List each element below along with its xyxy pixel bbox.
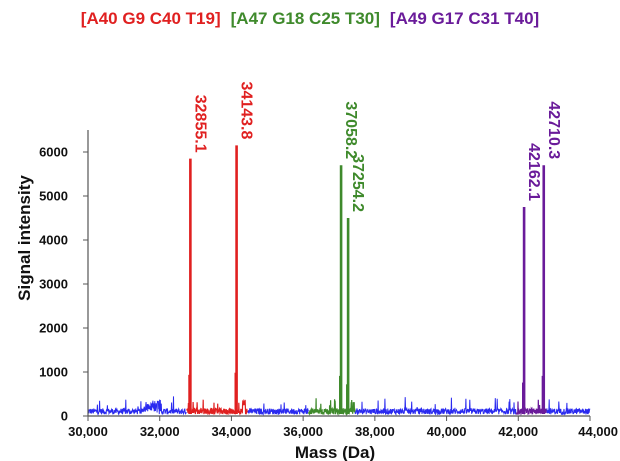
- x-axis-title: Mass (Da): [295, 443, 375, 461]
- y-tick-label: 3000: [39, 277, 68, 292]
- y-tick-label: 4000: [39, 233, 68, 248]
- peak-label-34143.8: 34143.8: [238, 82, 255, 140]
- x-tick-label: 38,000: [355, 424, 395, 439]
- x-tick-label: 42,000: [498, 424, 538, 439]
- y-tick-label: 0: [61, 409, 68, 424]
- y-tick-label: 1000: [39, 365, 68, 380]
- axes: 0 1000 2000 3000 4000 5000 6000 30,000 32,000 34,…: [39, 130, 618, 439]
- series-1-noise: [186, 399, 248, 416]
- baseline-noise-trace: [87, 396, 591, 417]
- legend: [A40 G9 C40 T19] [A47 G18 C25 T30] [A49 G1…: [81, 9, 539, 28]
- x-tick-label: 36,000: [283, 424, 323, 439]
- legend-item-3: [A49 G17 C31 T40]: [390, 9, 539, 28]
- x-tick-label: 30,000: [68, 424, 108, 439]
- baseline-noise: [87, 396, 591, 417]
- peak-label-37254.2: 37254.2: [349, 154, 366, 212]
- x-tick-label: 32,000: [140, 424, 180, 439]
- y-tick-label: 6000: [39, 145, 68, 160]
- y-tick-label: 2000: [39, 321, 68, 336]
- peak-label-42710.3: 42710.3: [545, 101, 562, 159]
- peak-label-42162.1: 42162.1: [525, 143, 542, 201]
- x-tick-label: 40,000: [427, 424, 467, 439]
- legend-item-1: [A40 G9 C40 T19]: [81, 9, 221, 28]
- series-3-noise: [515, 399, 547, 417]
- legend-item-2: [A47 G18 C25 T30]: [231, 9, 380, 28]
- y-tick-label: 5000: [39, 189, 68, 204]
- peak-label-37058.2: 37058.2: [342, 101, 359, 159]
- peak-label-32855.1: 32855.1: [191, 95, 208, 153]
- y-axis-title: Signal intensity: [15, 175, 34, 301]
- x-tick-label: 44,000: [578, 424, 618, 439]
- x-tick-label: 34,000: [212, 424, 252, 439]
